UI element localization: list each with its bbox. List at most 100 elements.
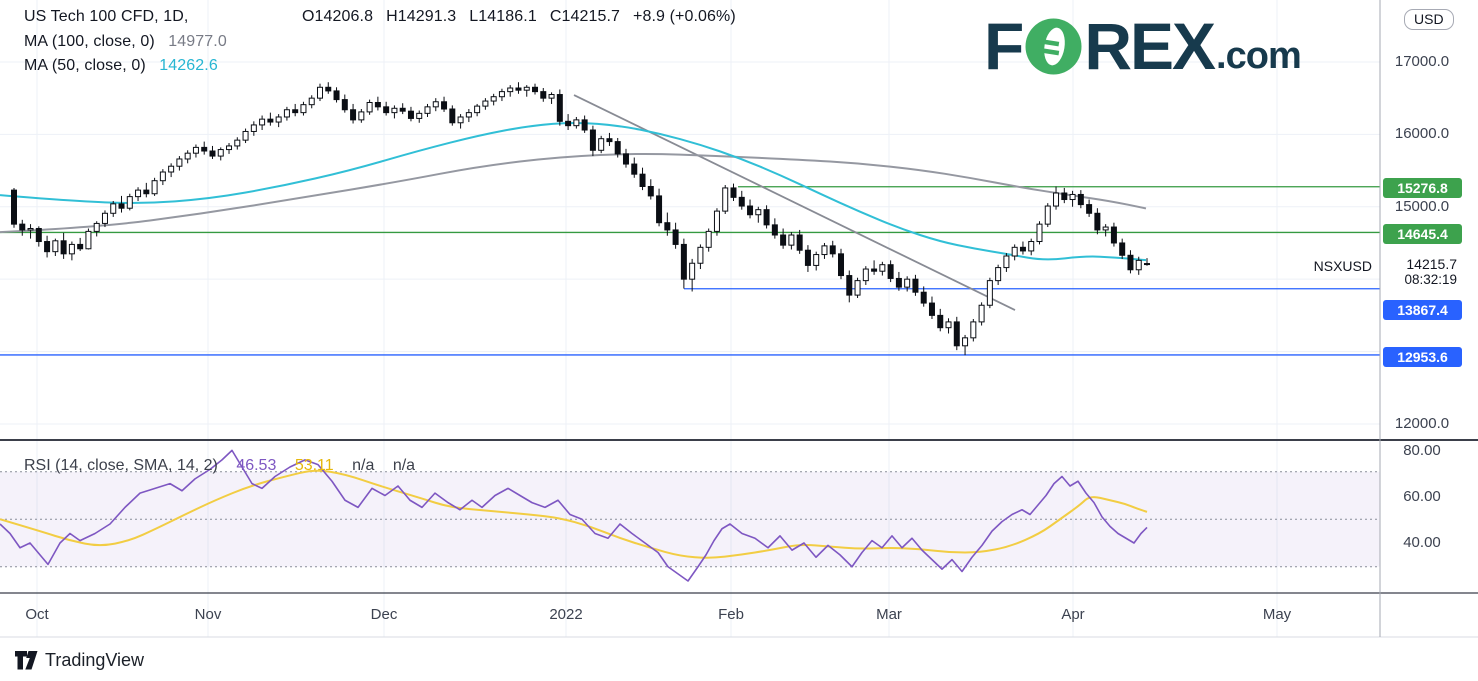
candle-body (1119, 242, 1126, 256)
time-axis-label-feb: Feb (718, 606, 744, 623)
candle-body (747, 205, 754, 216)
candle-body (1127, 254, 1134, 271)
candle-body (755, 209, 762, 216)
candle-body (606, 138, 613, 143)
candle-body (449, 108, 456, 124)
last-price-label: 14215.7 08:32:19 (1381, 257, 1457, 288)
candle-body (192, 146, 199, 154)
candle-body (250, 124, 257, 132)
rsi-legend[interactable]: RSI (14, close, SMA, 14, 2) 46.53 53.11 … (24, 457, 429, 475)
candle-body (1135, 259, 1142, 271)
rsi-value: 46.53 (236, 457, 277, 474)
symbol-legend[interactable]: US Tech 100 CFD, 1D, (24, 8, 188, 26)
candle-body (1061, 192, 1068, 201)
candle-body (631, 163, 638, 175)
level-badge-13867: 13867.4 (1383, 300, 1462, 320)
level-badge-15276: 15276.8 (1383, 178, 1462, 198)
candle-body (68, 243, 75, 255)
candle-body (217, 149, 224, 157)
candle-body (490, 96, 497, 102)
candle-body (928, 302, 935, 316)
candle-body (532, 86, 539, 93)
price-tick-15000: 15000.0 (1394, 197, 1450, 215)
candle-body (904, 278, 911, 288)
candle-body (598, 138, 605, 151)
ma50-label: MA (50, close, 0) (24, 57, 146, 74)
candle-body (656, 195, 663, 224)
candle-body (970, 321, 977, 339)
rsi-line (0, 449, 1148, 582)
candle-body (151, 180, 158, 195)
ma50-legend[interactable]: MA (50, close, 0) 14262.6 (24, 57, 218, 75)
candle-body (283, 109, 290, 118)
candle-body (35, 227, 42, 243)
candle-body (1094, 212, 1101, 231)
currency-toggle[interactable]: USD (1404, 9, 1454, 30)
candle-body (912, 278, 919, 293)
candle-body (316, 86, 323, 99)
candle-body (1011, 246, 1018, 257)
time-axis-label-nov: Nov (194, 606, 222, 623)
price-tick-16000: 16000.0 (1394, 125, 1450, 143)
candle-body (465, 112, 472, 118)
candle-body (1086, 204, 1093, 214)
candle-body (838, 253, 845, 277)
bar-countdown: 08:32:19 (1404, 272, 1457, 287)
candle-body (184, 152, 191, 160)
candle-body (573, 119, 580, 127)
candle-body (986, 280, 993, 306)
candle-body (1144, 263, 1150, 266)
candle-body (93, 222, 100, 232)
candle-body (1053, 192, 1060, 207)
ma100-legend[interactable]: MA (100, close, 0) 14977.0 (24, 33, 227, 51)
candle-body (1069, 193, 1076, 201)
time-axis-label-may: May (1262, 606, 1292, 623)
trendline[interactable] (573, 94, 1016, 311)
ohlc-low: L14186.1 (469, 8, 537, 25)
candle-body (275, 116, 282, 123)
ohlc-readout: O14206.8 H14291.3 L14186.1 C14215.7 +8.9 (+0… (302, 8, 749, 26)
candle-body (242, 130, 249, 141)
forex-logo-rex: REX (1084, 9, 1216, 83)
candle-body (738, 196, 745, 207)
candle-body (763, 209, 770, 226)
candle-body (780, 234, 787, 246)
candle-body (672, 229, 679, 245)
rsi-tick-40: 40.00 (1403, 534, 1441, 551)
ma-50-line (0, 121, 1147, 262)
tradingview-logo[interactable]: TradingView (15, 650, 144, 671)
ma-100-line (0, 152, 1147, 234)
candle-body (143, 189, 150, 195)
symbol-axis-label: NSXUSD (1313, 258, 1372, 274)
candle-body (680, 243, 687, 280)
candle-body (829, 245, 836, 255)
candle-body (920, 291, 927, 304)
rsi-ma-value: 53.11 (294, 457, 334, 474)
candle-body (101, 212, 108, 224)
candle-body (416, 112, 423, 119)
time-axis-label-dec: Dec (370, 606, 398, 623)
candle-body (300, 104, 307, 114)
candle-body (44, 241, 51, 253)
candle-body (713, 210, 720, 232)
candle-body (862, 268, 869, 282)
candle-body (722, 187, 729, 212)
ma100-value: 14977.0 (168, 33, 227, 50)
candle-body (1019, 246, 1026, 252)
price-tick-12000: 12000.0 (1394, 415, 1450, 432)
level-badge-14645: 14645.4 (1383, 224, 1462, 244)
candle-body (796, 234, 803, 251)
tradingview-label: TradingView (45, 650, 145, 670)
ohlc-open: O14206.8 (302, 8, 374, 25)
rsi-na-2: n/a (392, 457, 416, 474)
candle-body (995, 267, 1002, 282)
candle-body (846, 275, 853, 296)
candle-body (1003, 255, 1010, 269)
candle-body (498, 91, 505, 98)
candle-body (1110, 226, 1117, 244)
candle-body (1036, 223, 1043, 243)
candle-body (978, 304, 985, 323)
candle-body (507, 87, 514, 93)
